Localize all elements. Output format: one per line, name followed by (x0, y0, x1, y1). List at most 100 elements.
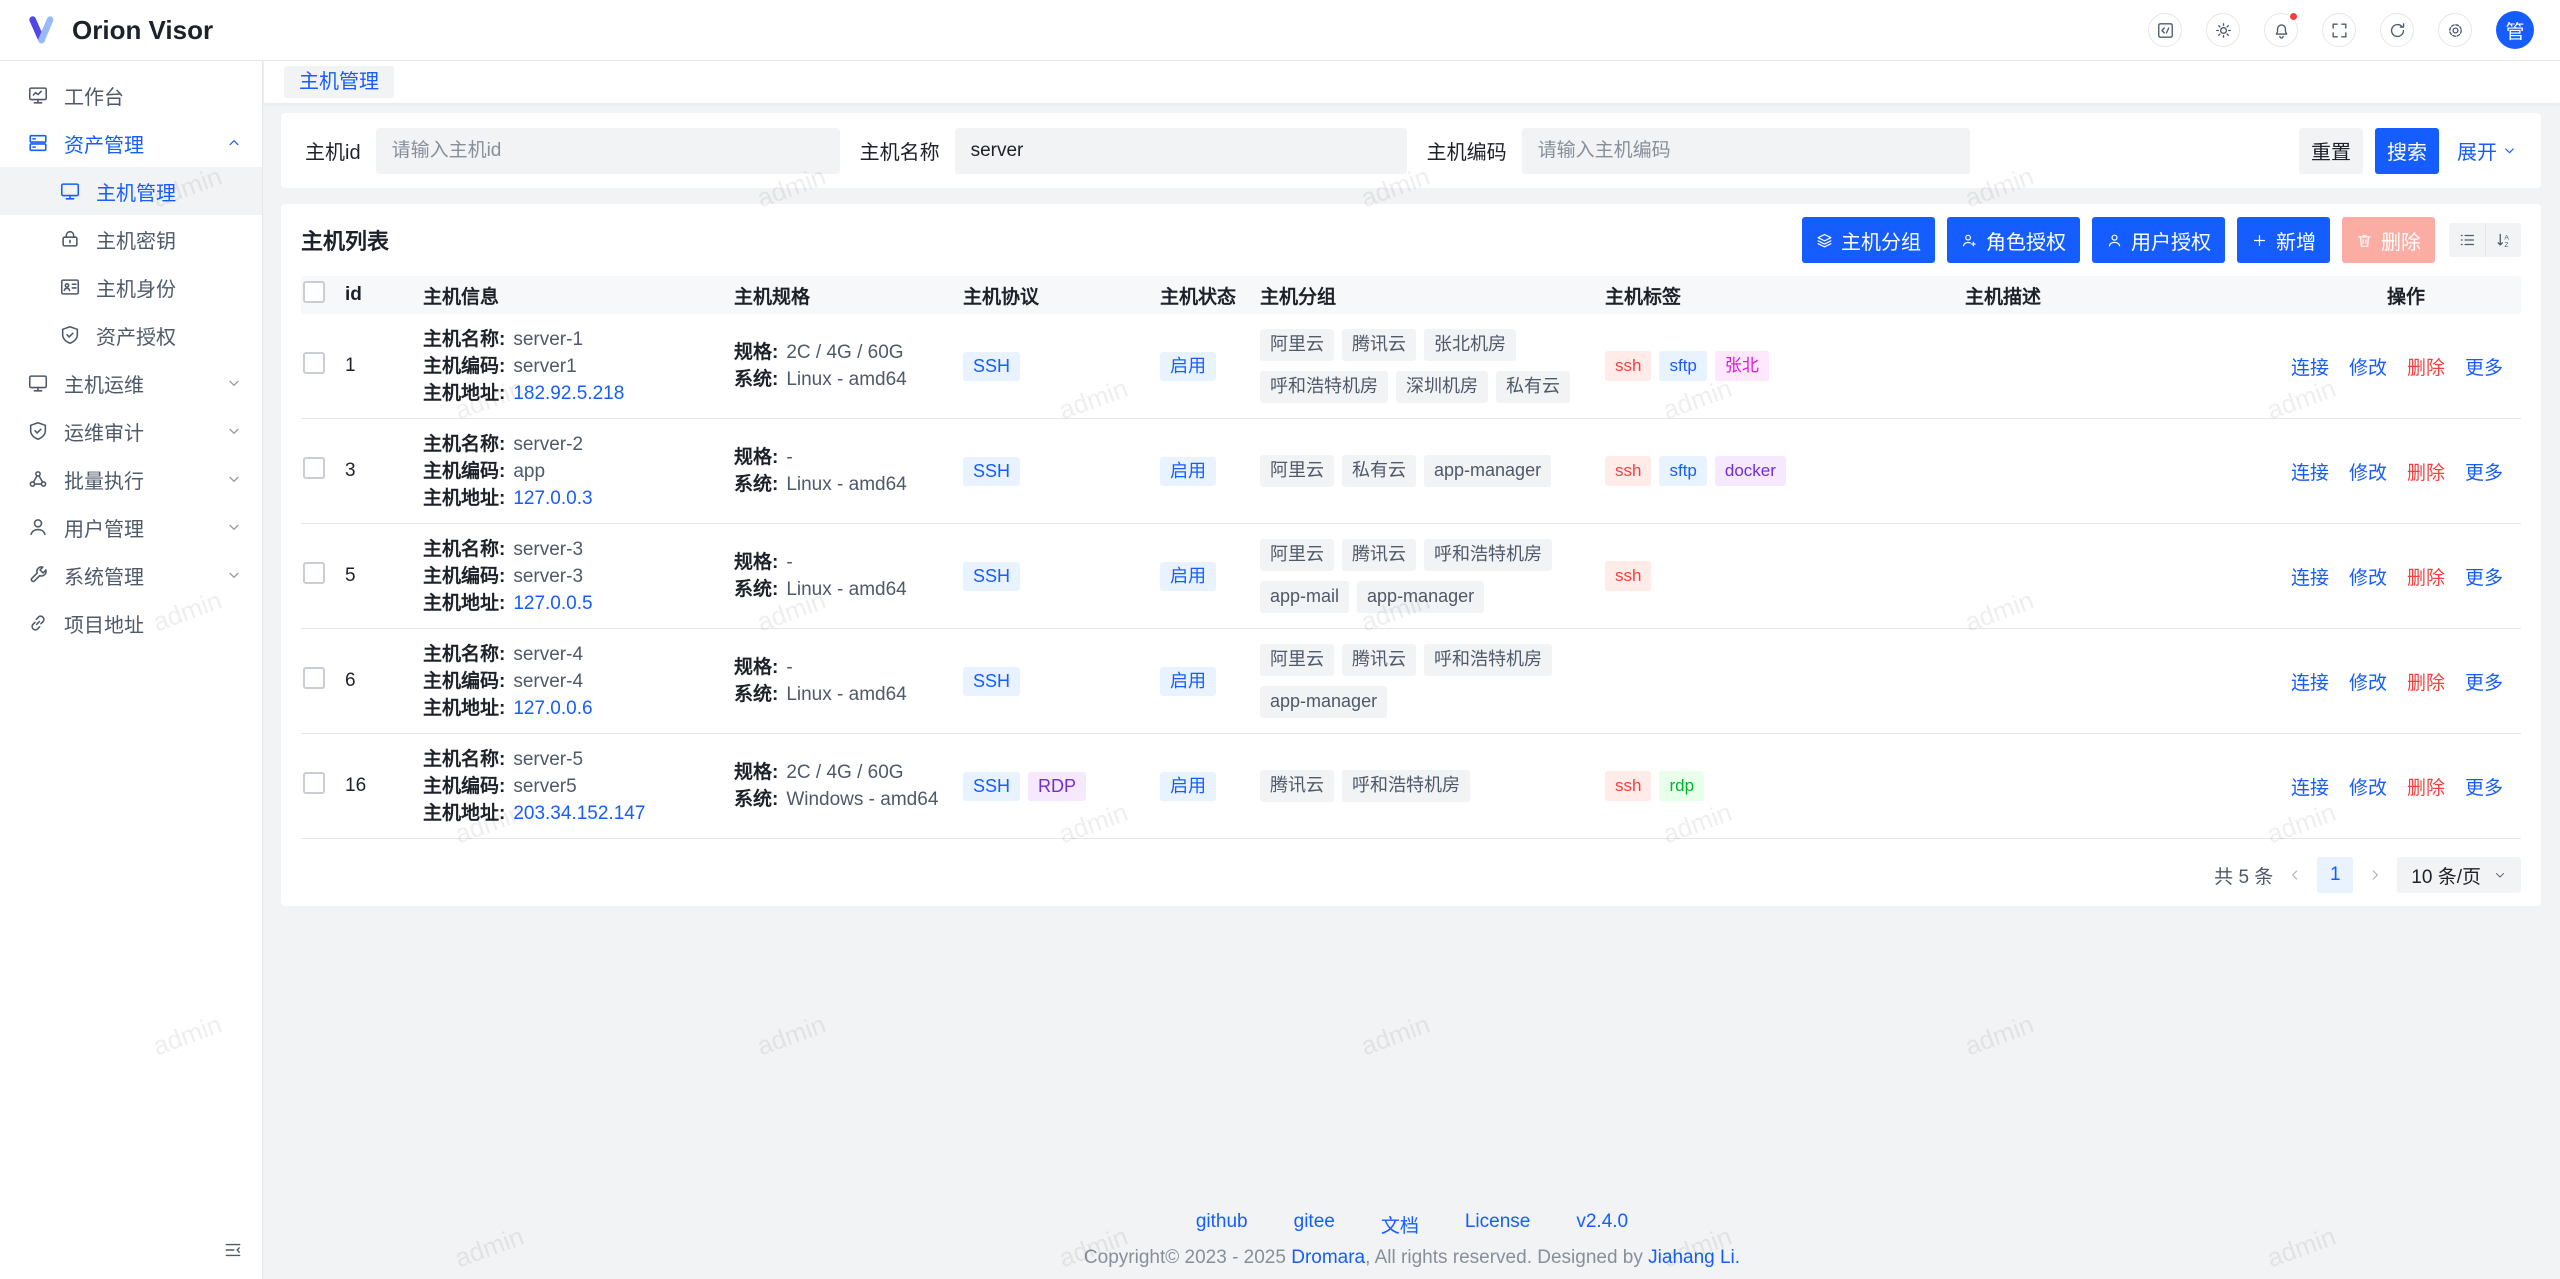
reset-button[interactable]: 重置 (2299, 127, 2363, 174)
host-spec-line: 规格: 2C / 4G / 60G (734, 759, 963, 786)
pagination-next-button[interactable] (2367, 867, 2383, 883)
theme-icon-button[interactable] (2206, 13, 2240, 47)
delete-link[interactable]: 删除 (2406, 462, 2445, 484)
gitee-link[interactable]: gitee (1293, 1211, 1335, 1232)
host-id-input[interactable] (375, 127, 840, 174)
cell-host-spec: 规格: - 系统: Linux - amd64 (734, 444, 963, 498)
host-monitor-icon (58, 179, 82, 203)
trash-icon (2356, 232, 2373, 249)
host-address-link[interactable]: 127.0.0.5 (513, 592, 593, 614)
host-tag: ssh (1605, 770, 1652, 802)
sidebar-item-ops-audit[interactable]: 运维审计 (0, 407, 262, 455)
sidebar-item-host-ops[interactable]: 主机运维 (0, 359, 262, 407)
edit-link[interactable]: 修改 (2348, 462, 2387, 484)
cell-host-status: 启用 (1160, 561, 1260, 591)
host-address-link[interactable]: 127.0.0.6 (513, 697, 593, 719)
host-spec-value: Linux - amd64 (786, 684, 907, 705)
connect-link[interactable]: 连接 (2290, 777, 2329, 799)
host-key-icon (58, 227, 82, 251)
docs-link[interactable]: 文档 (1380, 1216, 1419, 1237)
host-group-button[interactable]: 主机分组 (1802, 217, 1935, 263)
host-spec-label: 规格: (734, 552, 779, 573)
connect-link[interactable]: 连接 (2290, 462, 2329, 484)
host-code-input[interactable] (1521, 127, 1970, 174)
host-name-input[interactable] (954, 127, 1407, 174)
version-link[interactable]: v2.4.0 (1576, 1211, 1629, 1232)
sidebar-item-label: 主机运维 (64, 374, 144, 397)
table-body: 1 主机名称: server-1 主机编码: server1 主机地址: 182.92.5.… (301, 314, 2521, 839)
tab-host-management[interactable]: 主机管理 (284, 66, 394, 98)
delete-button[interactable]: 删除 (2342, 217, 2435, 263)
user-grant-button[interactable]: 用户授权 (2092, 217, 2225, 263)
role-grant-button[interactable]: 角色授权 (1947, 217, 2080, 263)
page-size-select[interactable]: 10 条/页 (2397, 857, 2521, 893)
more-link[interactable]: 更多 (2464, 672, 2503, 694)
host-address-link[interactable]: 127.0.0.3 (513, 487, 593, 509)
sidebar-item-user-management[interactable]: 用户管理 (0, 503, 262, 551)
sidebar-item-host-identity[interactable]: 主机身份 (0, 263, 262, 311)
row-checkbox[interactable] (303, 772, 325, 794)
more-link[interactable]: 更多 (2464, 462, 2503, 484)
expand-button[interactable]: 展开 (2457, 136, 2517, 165)
edit-link[interactable]: 修改 (2348, 567, 2387, 589)
copyright-org-link[interactable]: Dromara (1291, 1247, 1366, 1268)
pagination-page-button[interactable]: 1 (2317, 857, 2354, 893)
sidebar-item-assets[interactable]: 资产管理 (0, 119, 262, 167)
group-icon (1816, 232, 1833, 249)
edit-link[interactable]: 修改 (2348, 777, 2387, 799)
row-checkbox[interactable] (303, 352, 325, 374)
status-badge: 启用 (1160, 666, 1216, 696)
row-checkbox[interactable] (303, 667, 325, 689)
user-avatar[interactable]: 管 (2496, 11, 2534, 49)
add-button[interactable]: 新增 (2237, 217, 2330, 263)
license-link[interactable]: License (1464, 1211, 1531, 1232)
sidebar-item-host-keys[interactable]: 主机密钥 (0, 215, 262, 263)
edit-link[interactable]: 修改 (2348, 357, 2387, 379)
notification-icon-button[interactable] (2264, 11, 2299, 47)
connect-link[interactable]: 连接 (2290, 357, 2329, 379)
app-name: Orion Visor (72, 14, 214, 45)
sidebar-item-batch-exec[interactable]: 批量执行 (0, 455, 262, 503)
sidebar-item-system-management[interactable]: 系统管理 (0, 551, 262, 599)
role-grant-icon (1961, 232, 1978, 249)
search-button[interactable]: 搜索 (2375, 127, 2439, 174)
host-address-link[interactable]: 182.92.5.218 (513, 382, 625, 404)
refresh-icon-button[interactable] (2380, 13, 2414, 47)
pagination-prev-button[interactable] (2287, 867, 2303, 883)
delete-link[interactable]: 删除 (2406, 567, 2445, 589)
page-size-value: 10 条/页 (2411, 866, 2481, 888)
host-list-panel: 主机列表 主机分组 角色授权 用户授权 新增 删除 A Z id 主机信息 主机规格 主机协议 主机… (281, 204, 2541, 906)
delete-link[interactable]: 删除 (2406, 357, 2445, 379)
sidebar-item-project-link[interactable]: 项目地址 (0, 599, 262, 647)
host-spec-line: 规格: - (734, 549, 963, 576)
sidebar-item-asset-grant[interactable]: 资产授权 (0, 311, 262, 359)
more-link[interactable]: 更多 (2464, 567, 2503, 589)
host-info-value: server5 (513, 775, 577, 797)
select-all-checkbox[interactable] (303, 281, 325, 303)
host-info-line: 主机名称: server-5 (423, 746, 734, 773)
host-address-link[interactable]: 203.34.152.147 (513, 802, 646, 824)
fullscreen-icon-button[interactable] (2322, 13, 2356, 47)
column-header: 主机标签 (1605, 286, 1682, 308)
chevron-down-icon (226, 423, 242, 439)
sidebar-item-host-management[interactable]: 主机管理 (0, 167, 262, 215)
sidebar-item-workbench[interactable]: 工作台 (0, 71, 262, 119)
row-checkbox[interactable] (303, 562, 325, 584)
more-link[interactable]: 更多 (2464, 357, 2503, 379)
delete-link[interactable]: 删除 (2406, 777, 2445, 799)
list-view-icon[interactable] (2449, 223, 2485, 257)
connect-link[interactable]: 连接 (2290, 672, 2329, 694)
delete-link[interactable]: 删除 (2406, 672, 2445, 694)
row-checkbox[interactable] (303, 457, 325, 479)
copyright-author-link[interactable]: Jiahang Li. (1648, 1247, 1741, 1268)
toolbar-button-label: 用户授权 (2131, 231, 2211, 254)
github-link[interactable]: github (1195, 1211, 1248, 1232)
code-icon-button[interactable] (2148, 13, 2182, 47)
more-link[interactable]: 更多 (2464, 777, 2503, 799)
sidebar-collapse-button[interactable] (218, 1235, 248, 1265)
settings-icon-button[interactable] (2438, 13, 2472, 47)
connect-link[interactable]: 连接 (2290, 567, 2329, 589)
edit-link[interactable]: 修改 (2348, 672, 2387, 694)
